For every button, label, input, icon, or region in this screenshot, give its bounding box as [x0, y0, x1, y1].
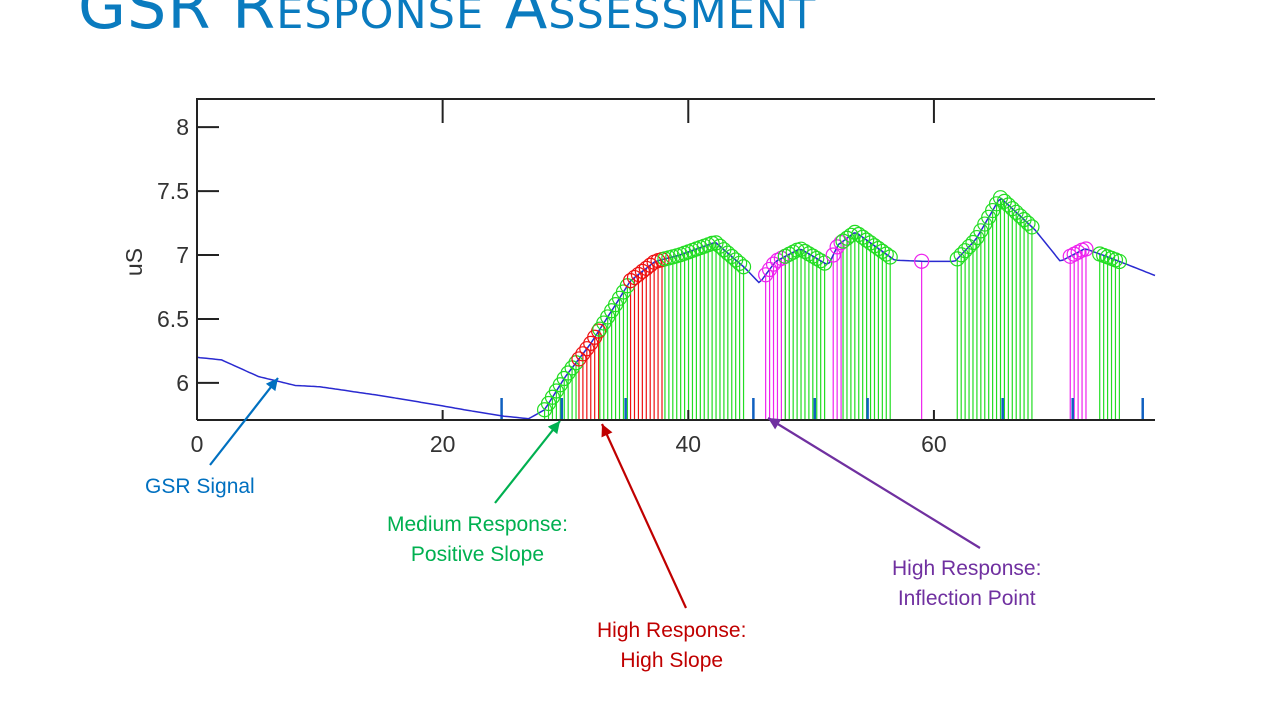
response-marker-inflection: [769, 252, 786, 268]
arrow-shaft: [767, 417, 981, 549]
arrowhead-icon: [768, 418, 782, 430]
response-marker-high-slope: [575, 346, 591, 362]
response-marker-high-slope: [638, 260, 654, 276]
response-marker-medium: [805, 248, 821, 264]
slide-title: GSR Response Assessment: [78, 0, 817, 43]
annotation-line: High Response:: [597, 619, 747, 642]
response-marker-medium: [801, 246, 817, 262]
response-marker-medium: [809, 250, 825, 267]
y-tick-label: 6.5: [157, 306, 189, 332]
response-marker-inflection: [1070, 244, 1086, 260]
y-tick-label: 6: [176, 370, 189, 396]
annotation-inflection-point: High Response: Inflection Point: [892, 554, 1041, 614]
response-marker-medium: [835, 233, 851, 249]
annotation-line: Inflection Point: [897, 587, 1036, 610]
response-marker-inflection: [758, 267, 774, 283]
response-marker-medium: [953, 247, 969, 263]
response-marker-high-slope: [571, 351, 587, 367]
annotation-medium-response: Medium Response: Positive Slope: [387, 510, 568, 570]
annotation-line: Positive Slope: [410, 543, 544, 566]
arrow-shaft: [494, 420, 561, 504]
arrowhead-icon: [265, 378, 278, 392]
response-marker-medium: [949, 251, 965, 267]
annotation-line: GSR Signal: [145, 475, 255, 498]
arrow-medium-response: [494, 420, 561, 504]
response-marker-medium: [855, 229, 871, 245]
response-marker-medium: [847, 224, 863, 240]
annotation-line: Medium Response:: [387, 513, 568, 536]
response-marker-medium: [957, 243, 973, 259]
response-marker-medium: [777, 248, 793, 264]
arrow-shaft: [600, 423, 688, 609]
annotation-gsr-signal: GSR Signal: [145, 472, 255, 502]
response-marker-medium: [813, 253, 829, 269]
y-axis-label: uS: [121, 248, 147, 276]
x-tick-label: 0: [191, 431, 204, 457]
annotation-high-slope: High Response: High Slope: [597, 616, 746, 676]
response-marker-inflection: [1062, 248, 1078, 264]
gsr-signal-line: [196, 197, 1156, 420]
response-marker-inflection: [761, 261, 778, 278]
response-marker-high-slope: [626, 269, 643, 286]
response-marker-inflection: [829, 239, 845, 255]
response-marker-medium: [1111, 253, 1127, 270]
response-marker-medium: [965, 234, 981, 251]
response-marker-medium: [1020, 215, 1036, 231]
response-marker-inflection: [1078, 241, 1094, 257]
response-marker-high-slope: [622, 273, 639, 289]
arrow-gsr-signal: [209, 377, 279, 466]
response-marker-medium: [817, 255, 833, 271]
response-marker-medium: [1024, 219, 1040, 235]
y-tick-label: 7: [176, 242, 189, 268]
response-marker-medium: [874, 243, 890, 259]
response-marker-medium: [797, 243, 813, 260]
response-marker-inflection: [765, 256, 782, 272]
response-marker-high-slope: [634, 263, 650, 279]
response-marker-medium: [843, 227, 859, 243]
arrow-inflection-point: [767, 417, 981, 549]
response-marker-medium: [839, 230, 855, 246]
x-tick-label: 20: [430, 431, 456, 457]
x-tick-label: 40: [675, 431, 701, 457]
response-marker-inflection: [773, 250, 789, 266]
y-tick-label: 8: [176, 114, 189, 140]
arrowhead-icon: [601, 424, 613, 438]
annotation-line: High Response:: [892, 557, 1042, 580]
x-tick-label: 60: [921, 431, 947, 457]
response-marker-medium: [859, 232, 875, 248]
arrow-high-slope: [600, 423, 688, 609]
response-marker-medium: [866, 238, 883, 254]
response-marker-medium: [862, 235, 879, 251]
response-marker-inflection: [825, 247, 841, 263]
arrowhead-icon: [547, 421, 560, 435]
response-marker-high-slope: [630, 266, 647, 283]
response-marker-medium: [882, 249, 898, 265]
arrow-shaft: [209, 377, 279, 466]
plot-frame: [196, 98, 1155, 421]
response-marker-medium: [556, 370, 572, 387]
response-marker-medium: [870, 240, 887, 257]
response-marker-medium: [785, 244, 801, 260]
annotation-line: High Slope: [620, 649, 724, 672]
response-marker-inflection: [914, 253, 930, 269]
response-marker-high-slope: [579, 341, 595, 357]
response-marker-medium: [851, 226, 867, 243]
response-marker-medium: [732, 255, 748, 271]
response-marker-medium: [878, 246, 894, 262]
response-marker-medium: [735, 259, 752, 275]
response-marker-medium: [961, 238, 977, 255]
y-tick-label: 7.5: [157, 178, 189, 204]
response-marker-high-slope: [591, 323, 607, 339]
response-marker-medium: [793, 241, 809, 257]
response-marker-medium: [560, 365, 576, 381]
